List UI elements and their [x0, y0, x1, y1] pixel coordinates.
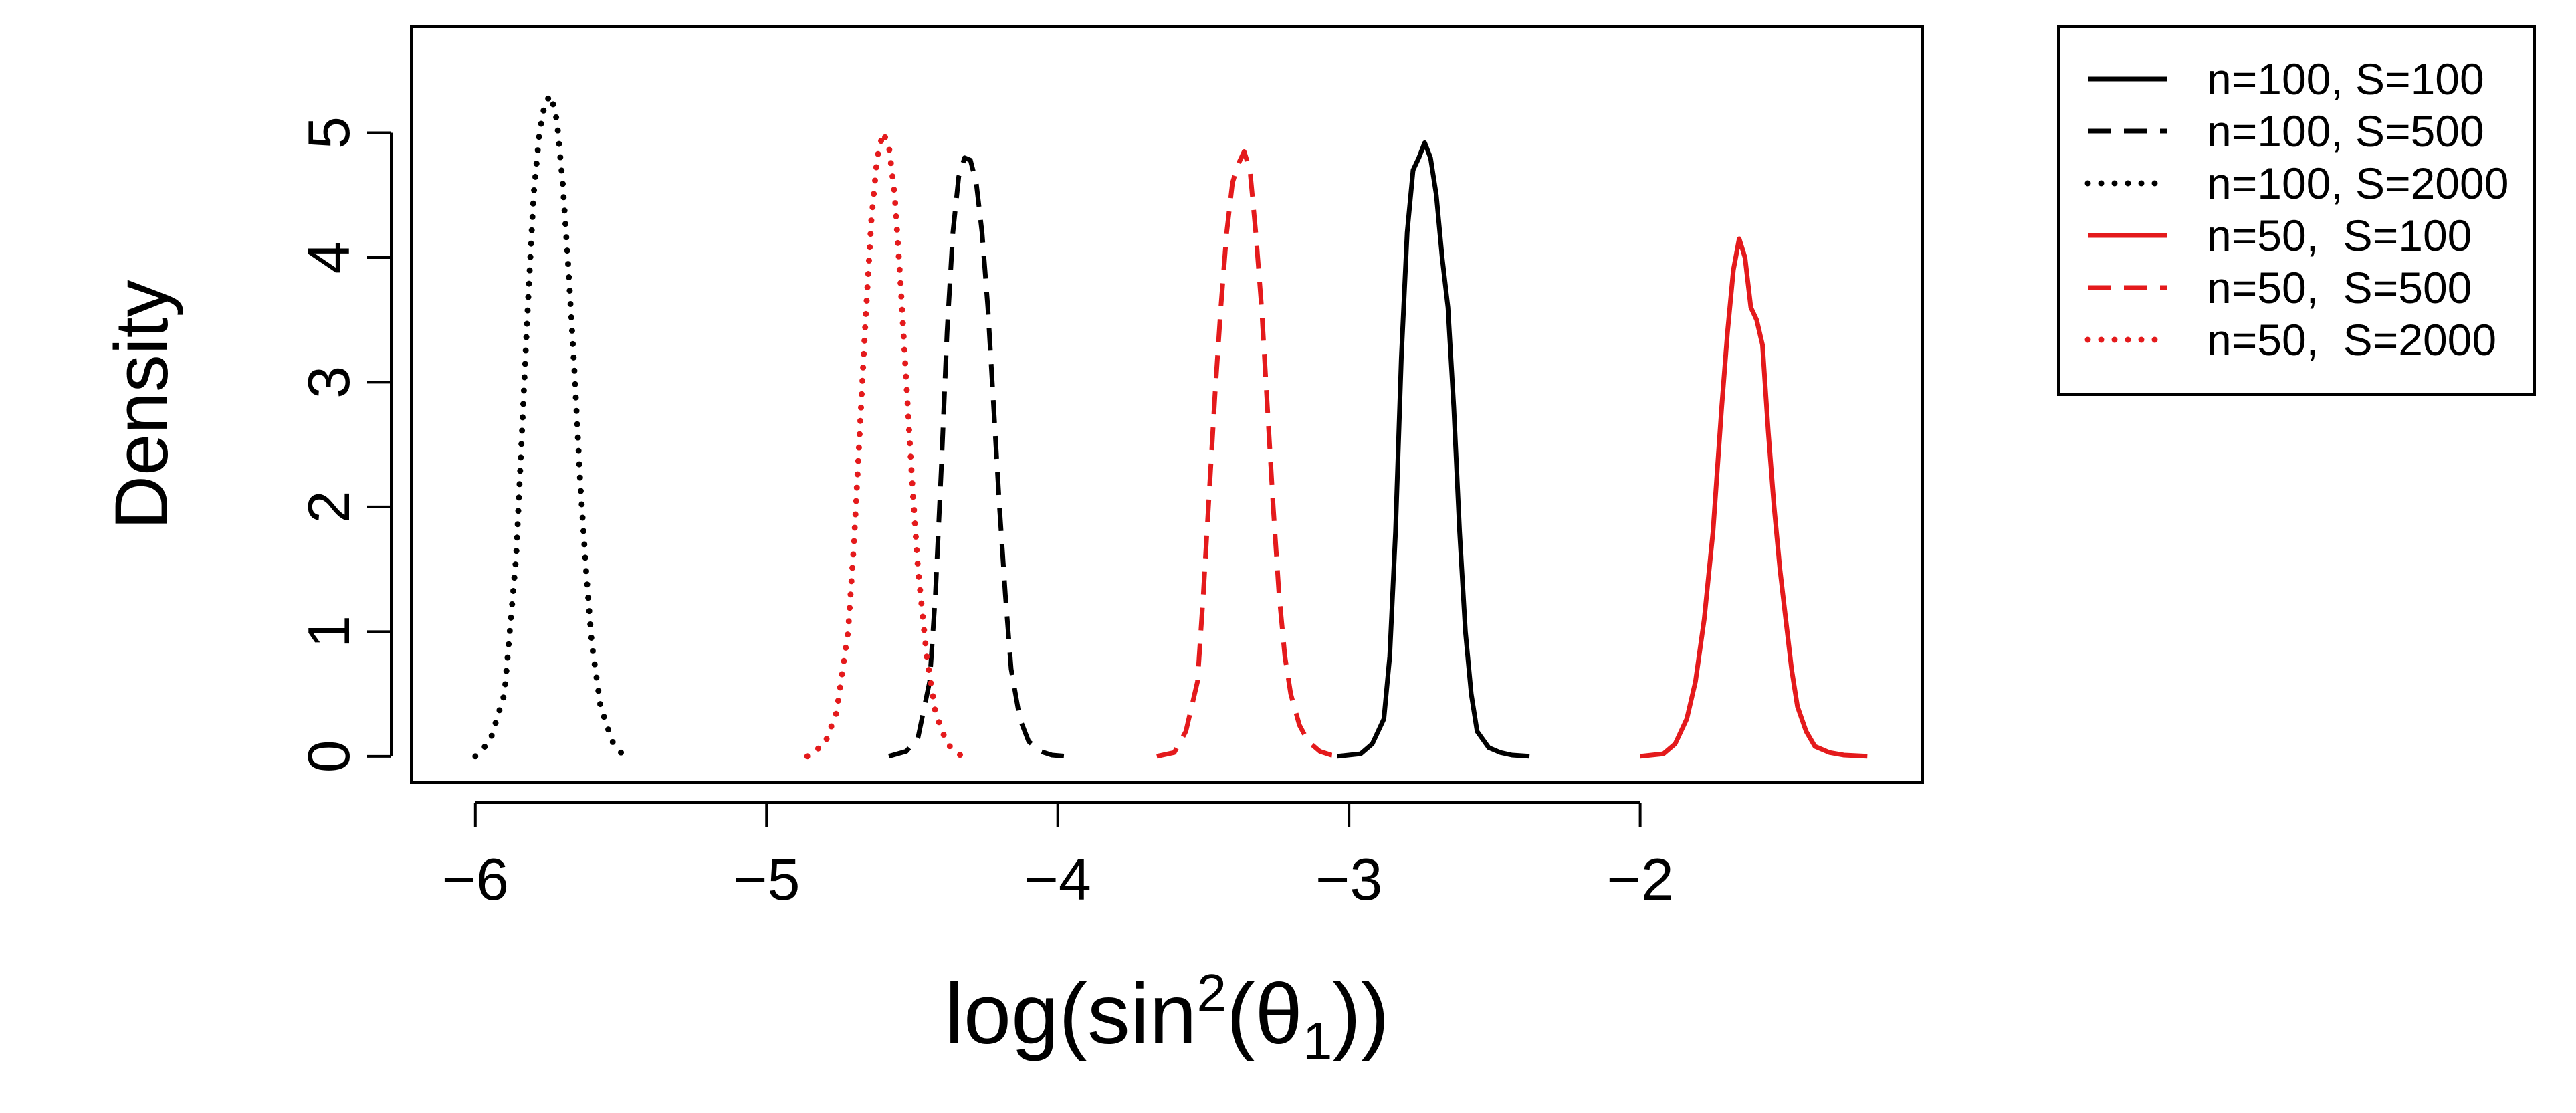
series-line-2	[888, 155, 1067, 759]
x-axis-title-mid: (θ	[1226, 967, 1303, 1062]
series-line-5	[1156, 149, 1344, 759]
x-tick-label: −6	[442, 846, 509, 912]
y-tick-label: 1	[296, 615, 362, 648]
y-tick-label: 5	[296, 116, 362, 149]
x-axis-title-superscript: 2	[1197, 963, 1227, 1023]
legend-label-4: n=50, S=100	[2207, 211, 2472, 260]
legend-frame	[2057, 25, 2536, 396]
legend-label-1: n=100, S=100	[2207, 54, 2484, 104]
y-tick-label: 4	[296, 241, 362, 274]
legend-label-3: n=100, S=2000	[2207, 159, 2508, 208]
x-tick-label: −3	[1315, 846, 1382, 912]
series-line-4	[1640, 236, 1868, 759]
x-tick-label: −5	[733, 846, 800, 912]
x-axis-title: log(sin2(θ1))	[944, 963, 1389, 1071]
series-layer	[472, 92, 1868, 760]
x-axis-title-close: ))	[1332, 967, 1389, 1062]
y-tick-label: 0	[296, 740, 362, 773]
y-tick-label: 3	[296, 366, 362, 399]
series-line-3	[472, 92, 627, 760]
plot-area-frame	[410, 25, 1924, 784]
y-tick-label: 2	[296, 490, 362, 523]
x-axis-title-subscript: 1	[1303, 1011, 1333, 1071]
x-tick-label: −4	[1025, 846, 1091, 912]
x-axis-title-base: log(sin	[944, 967, 1196, 1062]
legend-label-2: n=100, S=500	[2207, 106, 2484, 156]
legend-label-5: n=50, S=500	[2207, 263, 2472, 312]
x-tick-label: −2	[1606, 846, 1673, 912]
x-axis: −6 −5 −4 −3 −2	[442, 801, 1674, 912]
legend-label-6: n=50, S=2000	[2207, 315, 2496, 365]
y-axis: 0 1 2 3 4 5	[296, 116, 393, 773]
series-line-6	[804, 130, 965, 760]
series-line-1	[1337, 140, 1530, 759]
y-axis-title: Density	[100, 280, 183, 529]
